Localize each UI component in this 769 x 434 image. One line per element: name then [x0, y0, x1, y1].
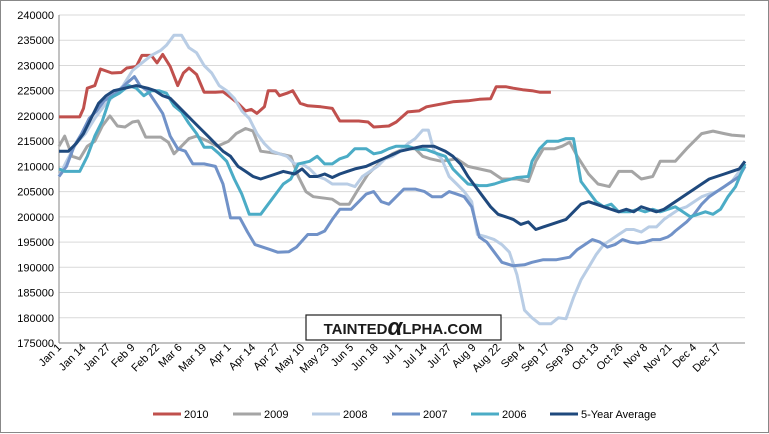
- watermark-box: [305, 314, 502, 341]
- y-tick-label: 210000: [17, 161, 54, 173]
- y-tick-label: 240000: [17, 10, 54, 22]
- watermark-part2: LPHA.COM: [402, 321, 482, 338]
- y-tick-label: 230000: [17, 60, 54, 72]
- y-tick-label: 225000: [17, 86, 54, 98]
- x-tick-label: Oct 13: [570, 342, 601, 373]
- y-tick-label: 200000: [17, 212, 54, 224]
- y-tick-label: 175000: [17, 338, 54, 350]
- legend-label-1: 2010: [184, 409, 208, 421]
- x-tick-label: Oct 26: [594, 342, 625, 373]
- legend-label-6: 5-Year Average: [581, 409, 656, 421]
- legend-label-2: 2009: [264, 409, 288, 421]
- x-tick-label: Apr 14: [227, 342, 258, 373]
- y-tick-label: 215000: [17, 136, 54, 148]
- series-line-3: [57, 33, 746, 326]
- y-tick-label: 195000: [17, 237, 54, 249]
- x-tick-label: Feb 22: [129, 342, 162, 375]
- legend-label-3: 2008: [343, 409, 367, 421]
- x-tick-label: Jun 18: [349, 342, 381, 374]
- y-tick-label: 185000: [17, 288, 54, 300]
- y-tick-label: 190000: [17, 262, 54, 274]
- legend-label-5: 2006: [502, 409, 526, 421]
- y-tick-label: 220000: [17, 111, 54, 123]
- y-tick-label: 205000: [17, 187, 54, 199]
- legend: 2010 2009 2008 2007 2006 5-Year Average: [153, 409, 656, 421]
- y-tick-label: 235000: [17, 35, 54, 47]
- y-tick-label: 180000: [17, 313, 54, 325]
- axes: [58, 15, 745, 344]
- watermark-alpha: α: [388, 314, 404, 341]
- watermark-text: TAINTEDαLPHA.COM: [324, 314, 483, 341]
- series-line-4: [57, 75, 747, 268]
- legend-label-4: 2007: [423, 409, 447, 421]
- series-lines: [57, 33, 747, 326]
- x-tick-label: Jul 14: [400, 342, 429, 371]
- x-tick-label: Mar 19: [177, 342, 210, 375]
- y-tick-labels: 175000 180000 185000 190000 195000 200000 2050…: [17, 10, 54, 350]
- watermark-part1: TAINTED: [324, 321, 388, 338]
- series-line-6: [59, 84, 747, 231]
- x-tick-label: Jan 27: [81, 342, 113, 374]
- watermark: TAINTEDαLPHA.COM: [305, 314, 502, 341]
- x-tick-label: Jul 27: [425, 342, 454, 371]
- series-line-1: [59, 52, 551, 129]
- gridlines: [59, 14, 745, 319]
